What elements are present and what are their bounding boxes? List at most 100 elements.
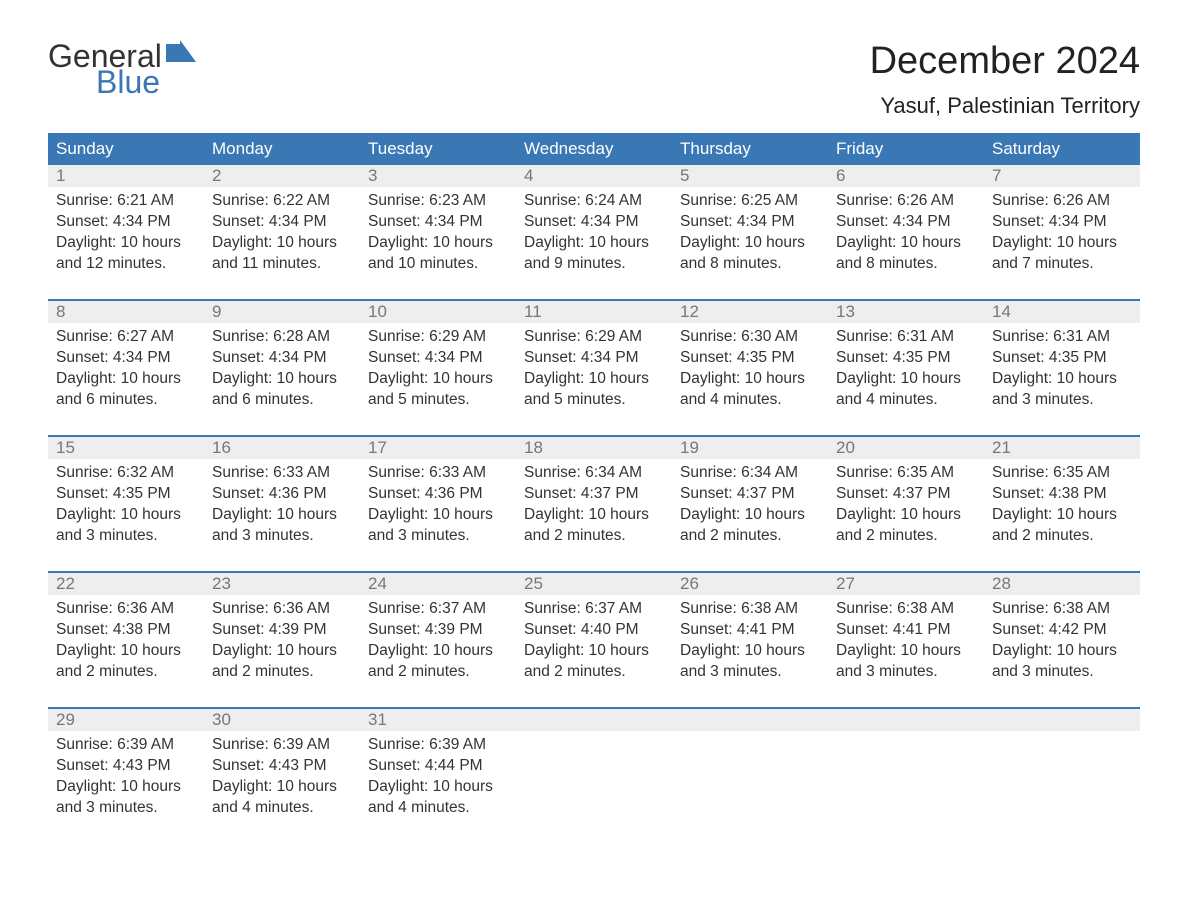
day-detail-line: Sunset: 4:37 PM (524, 484, 664, 505)
day-number: 7 (984, 165, 1140, 187)
calendar-cell: 2Sunrise: 6:22 AMSunset: 4:34 PMDaylight… (204, 165, 360, 285)
calendar-cell: 18Sunrise: 6:34 AMSunset: 4:37 PMDayligh… (516, 437, 672, 557)
day-detail-line: Daylight: 10 hours (680, 233, 820, 254)
day-number: 27 (828, 573, 984, 595)
day-number: 30 (204, 709, 360, 731)
day-header: Tuesday (360, 133, 516, 165)
calendar-cell: 6Sunrise: 6:26 AMSunset: 4:34 PMDaylight… (828, 165, 984, 285)
calendar-cell (516, 709, 672, 829)
calendar-cell: 20Sunrise: 6:35 AMSunset: 4:37 PMDayligh… (828, 437, 984, 557)
day-detail-line: Sunset: 4:41 PM (836, 620, 976, 641)
day-detail-line: Sunrise: 6:34 AM (680, 463, 820, 484)
day-detail-line: Sunrise: 6:29 AM (368, 327, 508, 348)
day-detail-line: Sunset: 4:34 PM (368, 212, 508, 233)
day-detail-line: Daylight: 10 hours (680, 641, 820, 662)
calendar-cell: 1Sunrise: 6:21 AMSunset: 4:34 PMDaylight… (48, 165, 204, 285)
day-detail-line: Daylight: 10 hours (836, 369, 976, 390)
day-number: 3 (360, 165, 516, 187)
day-number: 22 (48, 573, 204, 595)
day-detail-line: and 11 minutes. (212, 254, 352, 275)
calendar-cell: 11Sunrise: 6:29 AMSunset: 4:34 PMDayligh… (516, 301, 672, 421)
day-detail-line: and 8 minutes. (680, 254, 820, 275)
day-detail-line: Sunrise: 6:31 AM (836, 327, 976, 348)
day-header-row: Sunday Monday Tuesday Wednesday Thursday… (48, 133, 1140, 165)
day-detail-line: Sunset: 4:38 PM (992, 484, 1132, 505)
calendar-week: 8Sunrise: 6:27 AMSunset: 4:34 PMDaylight… (48, 299, 1140, 421)
day-detail-line: and 3 minutes. (56, 526, 196, 547)
day-number: 28 (984, 573, 1140, 595)
day-number: 20 (828, 437, 984, 459)
day-number: 19 (672, 437, 828, 459)
day-detail-line: Sunrise: 6:24 AM (524, 191, 664, 212)
day-details: Sunrise: 6:34 AMSunset: 4:37 PMDaylight:… (672, 459, 828, 557)
day-detail-line: Sunrise: 6:21 AM (56, 191, 196, 212)
day-number: 21 (984, 437, 1140, 459)
day-detail-line: Daylight: 10 hours (992, 369, 1132, 390)
day-number: 8 (48, 301, 204, 323)
day-detail-line: Sunset: 4:34 PM (992, 212, 1132, 233)
calendar-cell: 27Sunrise: 6:38 AMSunset: 4:41 PMDayligh… (828, 573, 984, 693)
day-detail-line: and 3 minutes. (992, 662, 1132, 683)
day-detail-line: and 2 minutes. (56, 662, 196, 683)
day-detail-line: Sunset: 4:39 PM (368, 620, 508, 641)
day-detail-line: Sunrise: 6:25 AM (680, 191, 820, 212)
day-detail-line: Daylight: 10 hours (56, 233, 196, 254)
flag-icon (166, 40, 196, 66)
day-number: 24 (360, 573, 516, 595)
day-detail-line: Daylight: 10 hours (368, 233, 508, 254)
day-number: 25 (516, 573, 672, 595)
calendar-cell: 26Sunrise: 6:38 AMSunset: 4:41 PMDayligh… (672, 573, 828, 693)
day-detail-line: Sunrise: 6:26 AM (836, 191, 976, 212)
day-detail-line: and 2 minutes. (368, 662, 508, 683)
day-details: Sunrise: 6:39 AMSunset: 4:43 PMDaylight:… (204, 731, 360, 829)
calendar-week: 22Sunrise: 6:36 AMSunset: 4:38 PMDayligh… (48, 571, 1140, 693)
calendar-cell: 23Sunrise: 6:36 AMSunset: 4:39 PMDayligh… (204, 573, 360, 693)
day-detail-line: Sunrise: 6:38 AM (680, 599, 820, 620)
day-number: 12 (672, 301, 828, 323)
day-detail-line: Sunset: 4:34 PM (836, 212, 976, 233)
day-detail-line: Daylight: 10 hours (368, 777, 508, 798)
calendar-cell: 8Sunrise: 6:27 AMSunset: 4:34 PMDaylight… (48, 301, 204, 421)
day-detail-line: Daylight: 10 hours (680, 369, 820, 390)
day-detail-line: and 2 minutes. (992, 526, 1132, 547)
day-detail-line: Sunset: 4:43 PM (56, 756, 196, 777)
day-number: 1 (48, 165, 204, 187)
day-details: Sunrise: 6:32 AMSunset: 4:35 PMDaylight:… (48, 459, 204, 557)
day-detail-line: and 12 minutes. (56, 254, 196, 275)
day-detail-line: Daylight: 10 hours (524, 641, 664, 662)
day-details: Sunrise: 6:31 AMSunset: 4:35 PMDaylight:… (828, 323, 984, 421)
day-detail-line: Sunrise: 6:22 AM (212, 191, 352, 212)
day-detail-line: and 5 minutes. (368, 390, 508, 411)
day-details: Sunrise: 6:33 AMSunset: 4:36 PMDaylight:… (360, 459, 516, 557)
calendar-cell: 28Sunrise: 6:38 AMSunset: 4:42 PMDayligh… (984, 573, 1140, 693)
day-detail-line: Daylight: 10 hours (524, 505, 664, 526)
calendar-cell: 21Sunrise: 6:35 AMSunset: 4:38 PMDayligh… (984, 437, 1140, 557)
calendar-cell: 16Sunrise: 6:33 AMSunset: 4:36 PMDayligh… (204, 437, 360, 557)
calendar-cell: 3Sunrise: 6:23 AMSunset: 4:34 PMDaylight… (360, 165, 516, 285)
day-number: 6 (828, 165, 984, 187)
day-detail-line: Sunset: 4:38 PM (56, 620, 196, 641)
calendar-cell: 13Sunrise: 6:31 AMSunset: 4:35 PMDayligh… (828, 301, 984, 421)
day-detail-line: and 10 minutes. (368, 254, 508, 275)
day-details: Sunrise: 6:24 AMSunset: 4:34 PMDaylight:… (516, 187, 672, 285)
day-detail-line: Sunset: 4:34 PM (680, 212, 820, 233)
day-detail-line: and 9 minutes. (524, 254, 664, 275)
day-details: Sunrise: 6:29 AMSunset: 4:34 PMDaylight:… (516, 323, 672, 421)
day-detail-line: and 8 minutes. (836, 254, 976, 275)
day-detail-line: and 2 minutes. (680, 526, 820, 547)
day-details: Sunrise: 6:34 AMSunset: 4:37 PMDaylight:… (516, 459, 672, 557)
day-detail-line: Daylight: 10 hours (836, 505, 976, 526)
day-detail-line: Sunset: 4:37 PM (680, 484, 820, 505)
day-detail-line: and 4 minutes. (836, 390, 976, 411)
day-detail-line: and 3 minutes. (212, 526, 352, 547)
day-detail-line: Sunrise: 6:27 AM (56, 327, 196, 348)
day-number: 10 (360, 301, 516, 323)
day-detail-line: Sunset: 4:34 PM (212, 212, 352, 233)
day-details: Sunrise: 6:38 AMSunset: 4:41 PMDaylight:… (672, 595, 828, 693)
day-detail-line: Sunrise: 6:34 AM (524, 463, 664, 484)
day-details: Sunrise: 6:36 AMSunset: 4:38 PMDaylight:… (48, 595, 204, 693)
day-details: Sunrise: 6:22 AMSunset: 4:34 PMDaylight:… (204, 187, 360, 285)
day-number: 23 (204, 573, 360, 595)
day-detail-line: Sunrise: 6:28 AM (212, 327, 352, 348)
calendar-week: 29Sunrise: 6:39 AMSunset: 4:43 PMDayligh… (48, 707, 1140, 829)
